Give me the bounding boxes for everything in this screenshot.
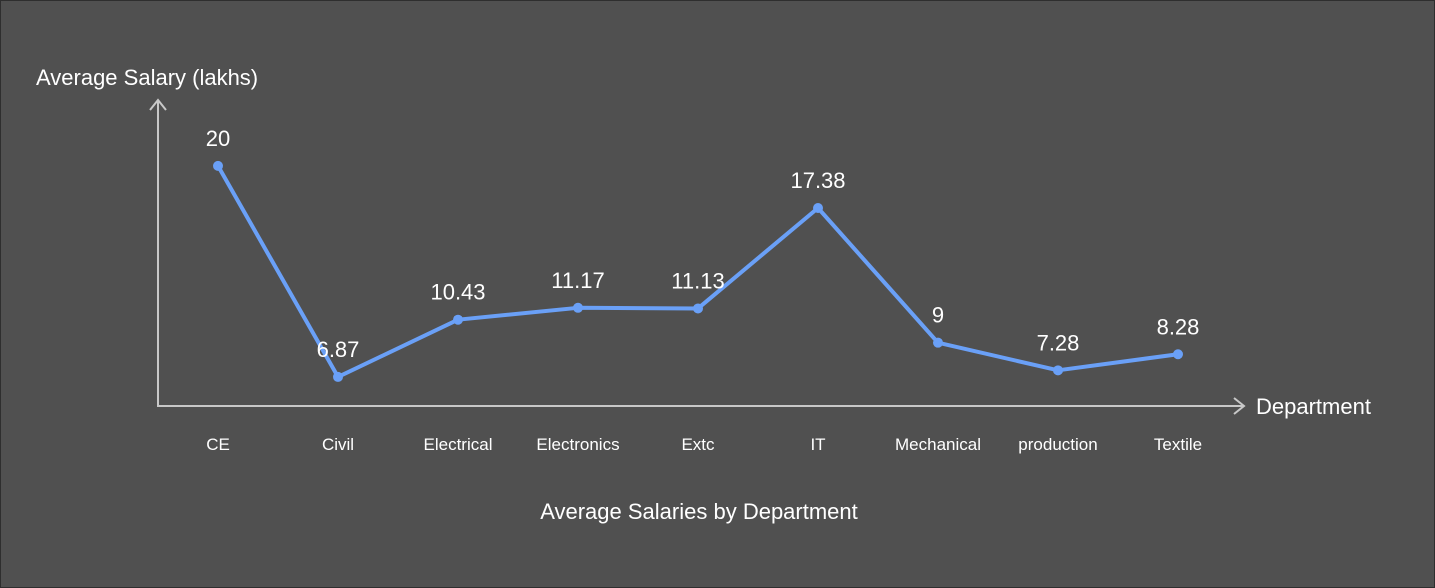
data-label: 20 — [206, 126, 230, 151]
data-label: 17.38 — [790, 168, 845, 193]
data-point[interactable] — [813, 203, 823, 213]
data-point[interactable] — [1173, 349, 1183, 360]
data-label: 10.43 — [430, 280, 485, 305]
data-label: 6.87 — [317, 337, 360, 362]
x-axis-arrow-icon — [1233, 397, 1246, 415]
data-point[interactable] — [573, 302, 583, 313]
x-tick-label: Textile — [1154, 435, 1202, 454]
data-label: 8.28 — [1157, 314, 1200, 339]
x-tick-label: Electrical — [424, 435, 493, 454]
x-axis-label: Department — [1256, 394, 1371, 419]
data-point[interactable] — [333, 371, 343, 382]
data-point[interactable] — [453, 314, 463, 325]
x-tick-label: Extc — [681, 435, 715, 454]
x-tick-label: Civil — [322, 435, 354, 454]
data-point[interactable] — [1053, 365, 1063, 376]
y-axis-label: Average Salary (lakhs) — [36, 65, 258, 90]
data-label: 9 — [932, 303, 944, 328]
data-label: 11.13 — [671, 268, 724, 293]
x-tick-label: Mechanical — [895, 435, 981, 454]
chart-title: Average Salaries by Department — [540, 499, 858, 524]
x-tick-label: production — [1018, 435, 1097, 454]
x-tick-label: CE — [206, 435, 230, 454]
data-point[interactable] — [213, 160, 223, 171]
x-tick-label: Electronics — [536, 435, 619, 454]
data-point[interactable] — [933, 337, 943, 348]
data-label: 11.17 — [551, 268, 604, 293]
y-axis-arrow-icon — [149, 98, 167, 111]
data-label: 7.28 — [1037, 330, 1080, 355]
axes — [149, 98, 1246, 415]
data-point[interactable] — [693, 303, 703, 314]
x-tick-label: IT — [810, 435, 825, 454]
